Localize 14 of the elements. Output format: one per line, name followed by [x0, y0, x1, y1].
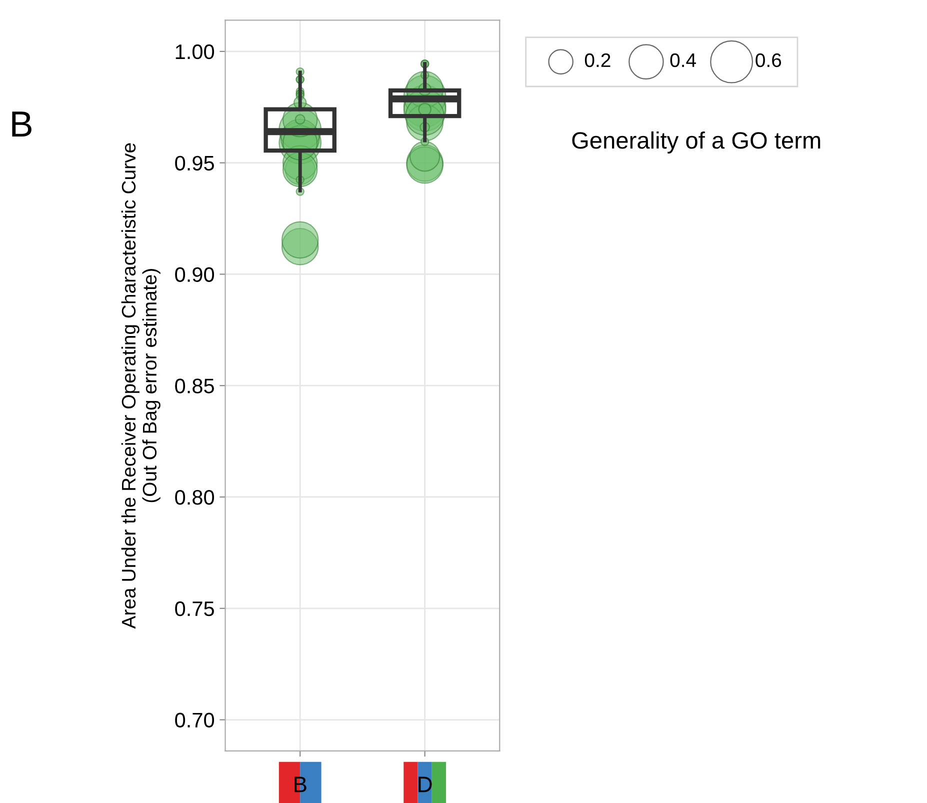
y-tick-label: 0.70	[175, 712, 214, 728]
y-tick-label: 0.90	[175, 267, 214, 282]
y-tick-label: 0.75	[175, 601, 214, 616]
legend-label: 0.2	[584, 53, 610, 68]
x-tick-label: D	[418, 776, 432, 792]
legend-label: 0.4	[670, 53, 696, 68]
text: B	[12, 112, 32, 137]
y-tick-label: 0.80	[175, 490, 214, 505]
legend-title: Generality of a GO term	[572, 131, 820, 154]
y-tick-label: 0.95	[175, 156, 214, 171]
y-axis-title: Area Under the Receiver Operating Characteristic Curve (Out Of Bag error estimate)	[121, 143, 160, 629]
y-tick-label: 0.85	[175, 378, 214, 394]
y-tick-label: 1.00	[176, 44, 214, 60]
legend-label: 0.6	[756, 53, 782, 68]
